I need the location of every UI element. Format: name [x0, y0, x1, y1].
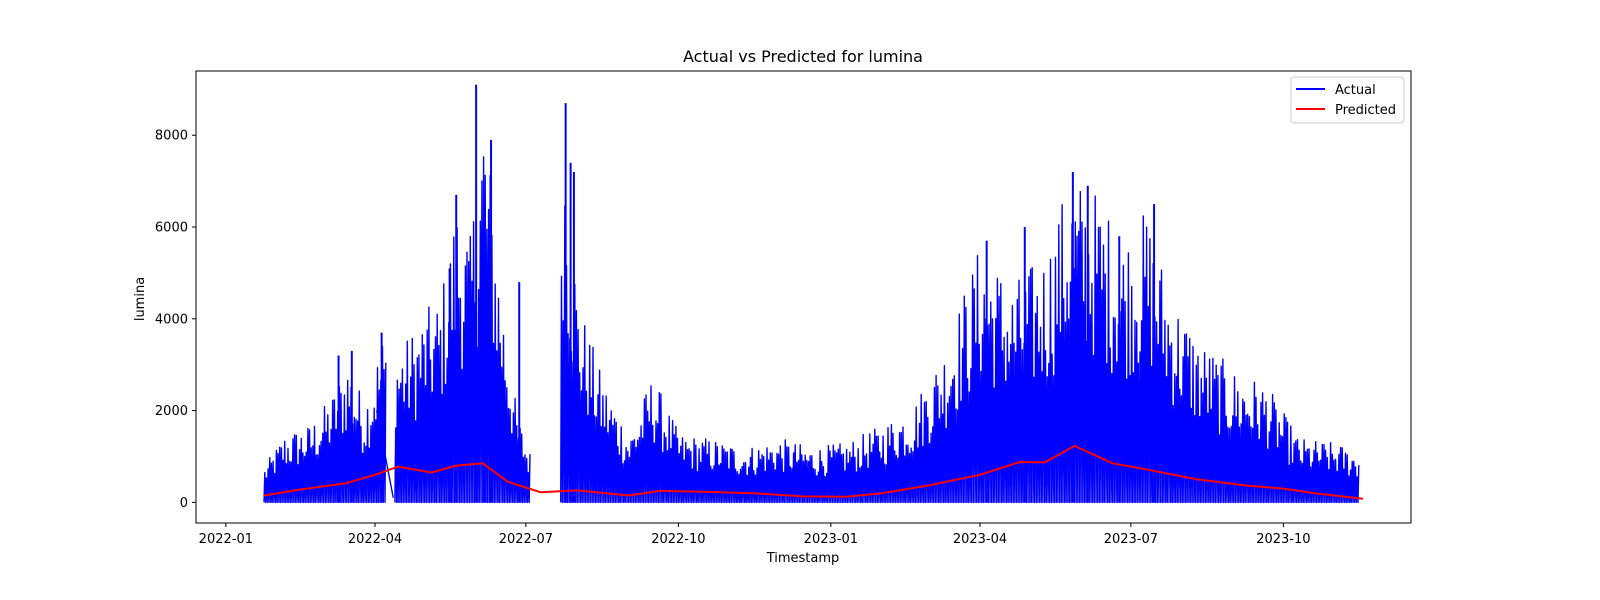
legend: Actual Predicted — [1290, 76, 1405, 124]
y-tick-label: 0 — [180, 496, 188, 511]
x-tick-label: 2023-01 — [804, 532, 858, 547]
x-tick-label: 2022-07 — [499, 532, 553, 547]
plot-frame — [195, 70, 1412, 524]
legend-predicted-label: Predicted — [1335, 103, 1396, 118]
y-tick-label: 4000 — [155, 312, 188, 327]
plot-area — [195, 70, 1412, 524]
chart-title: Actual vs Predicted for lumina — [683, 47, 923, 66]
x-tick-label: 2023-10 — [1256, 532, 1310, 547]
y-axis: 0 2000 4000 6000 8000 — [155, 129, 196, 511]
y-tick-label: 2000 — [155, 404, 188, 419]
x-tick-label: 2022-10 — [651, 532, 705, 547]
predicted-series — [263, 444, 1364, 500]
x-axis-label: Timestamp — [766, 551, 840, 566]
actual-line — [263, 156, 1360, 504]
predicted-line — [263, 444, 1364, 500]
legend-actual-label: Actual — [1335, 83, 1376, 98]
actual-series — [263, 84, 1360, 504]
x-tick-label: 2023-07 — [1104, 532, 1158, 547]
actual-gap-bridge — [375, 410, 394, 498]
y-axis-label: lumina — [133, 277, 148, 321]
x-tick-label: 2023-04 — [953, 532, 1007, 547]
x-tick-label: 2022-04 — [348, 532, 402, 547]
x-axis: 2022-01 2022-04 2022-07 2022-10 2023-01 2023-… — [199, 523, 1311, 547]
y-tick-label: 6000 — [155, 221, 188, 236]
y-tick-label: 8000 — [155, 129, 188, 144]
x-tick-label: 2022-01 — [199, 532, 253, 547]
